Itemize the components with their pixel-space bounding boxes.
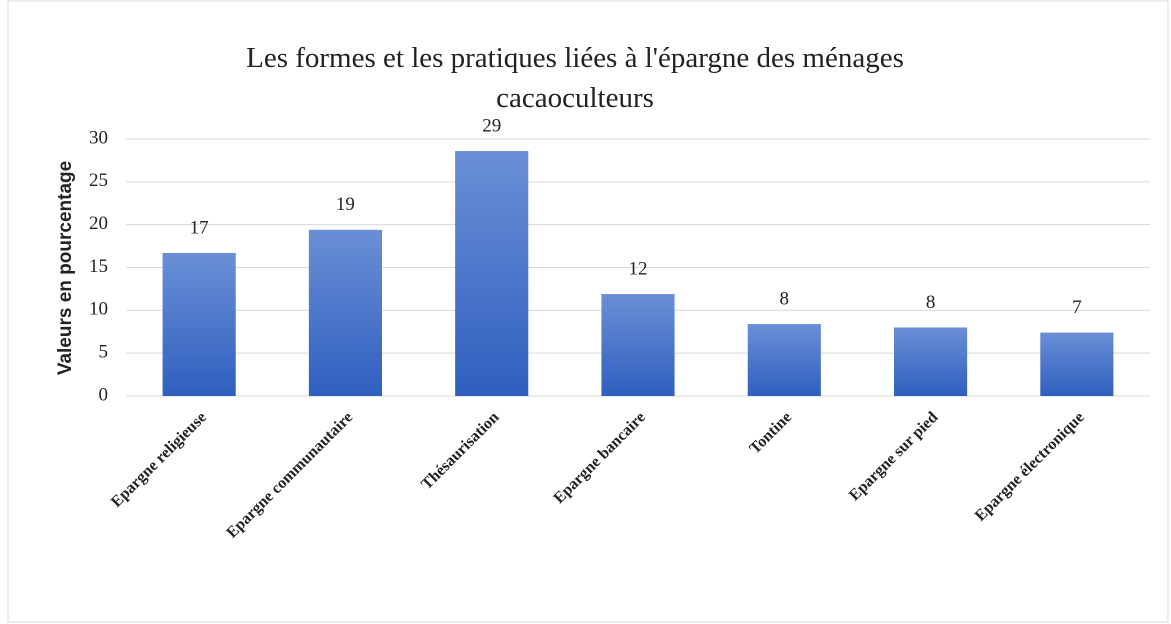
y-tick-label: 20 <box>89 213 108 234</box>
bar <box>162 252 236 396</box>
y-tick-label: 10 <box>89 299 108 320</box>
y-tick-label: 30 <box>89 127 108 148</box>
bar <box>601 294 675 396</box>
value-label: 12 <box>629 258 648 279</box>
chart-title: Les formes et les pratiques liées à l'ép… <box>246 42 904 114</box>
bar <box>1040 332 1114 396</box>
y-axis-label: Valeurs en pourcentage <box>55 161 76 375</box>
y-tick-label: 15 <box>89 256 108 277</box>
value-label: 8 <box>926 292 936 313</box>
value-label: 19 <box>336 194 355 215</box>
y-tick-label: 5 <box>99 342 109 363</box>
bar <box>308 229 382 396</box>
value-label: 17 <box>190 217 209 238</box>
value-label: 29 <box>482 115 501 136</box>
bar <box>455 150 529 396</box>
bar <box>747 324 821 396</box>
value-label: 8 <box>780 288 790 309</box>
y-tick-label: 0 <box>99 384 109 405</box>
value-label: 7 <box>1072 297 1082 318</box>
y-tick-label: 25 <box>89 170 108 191</box>
bar <box>894 327 968 396</box>
